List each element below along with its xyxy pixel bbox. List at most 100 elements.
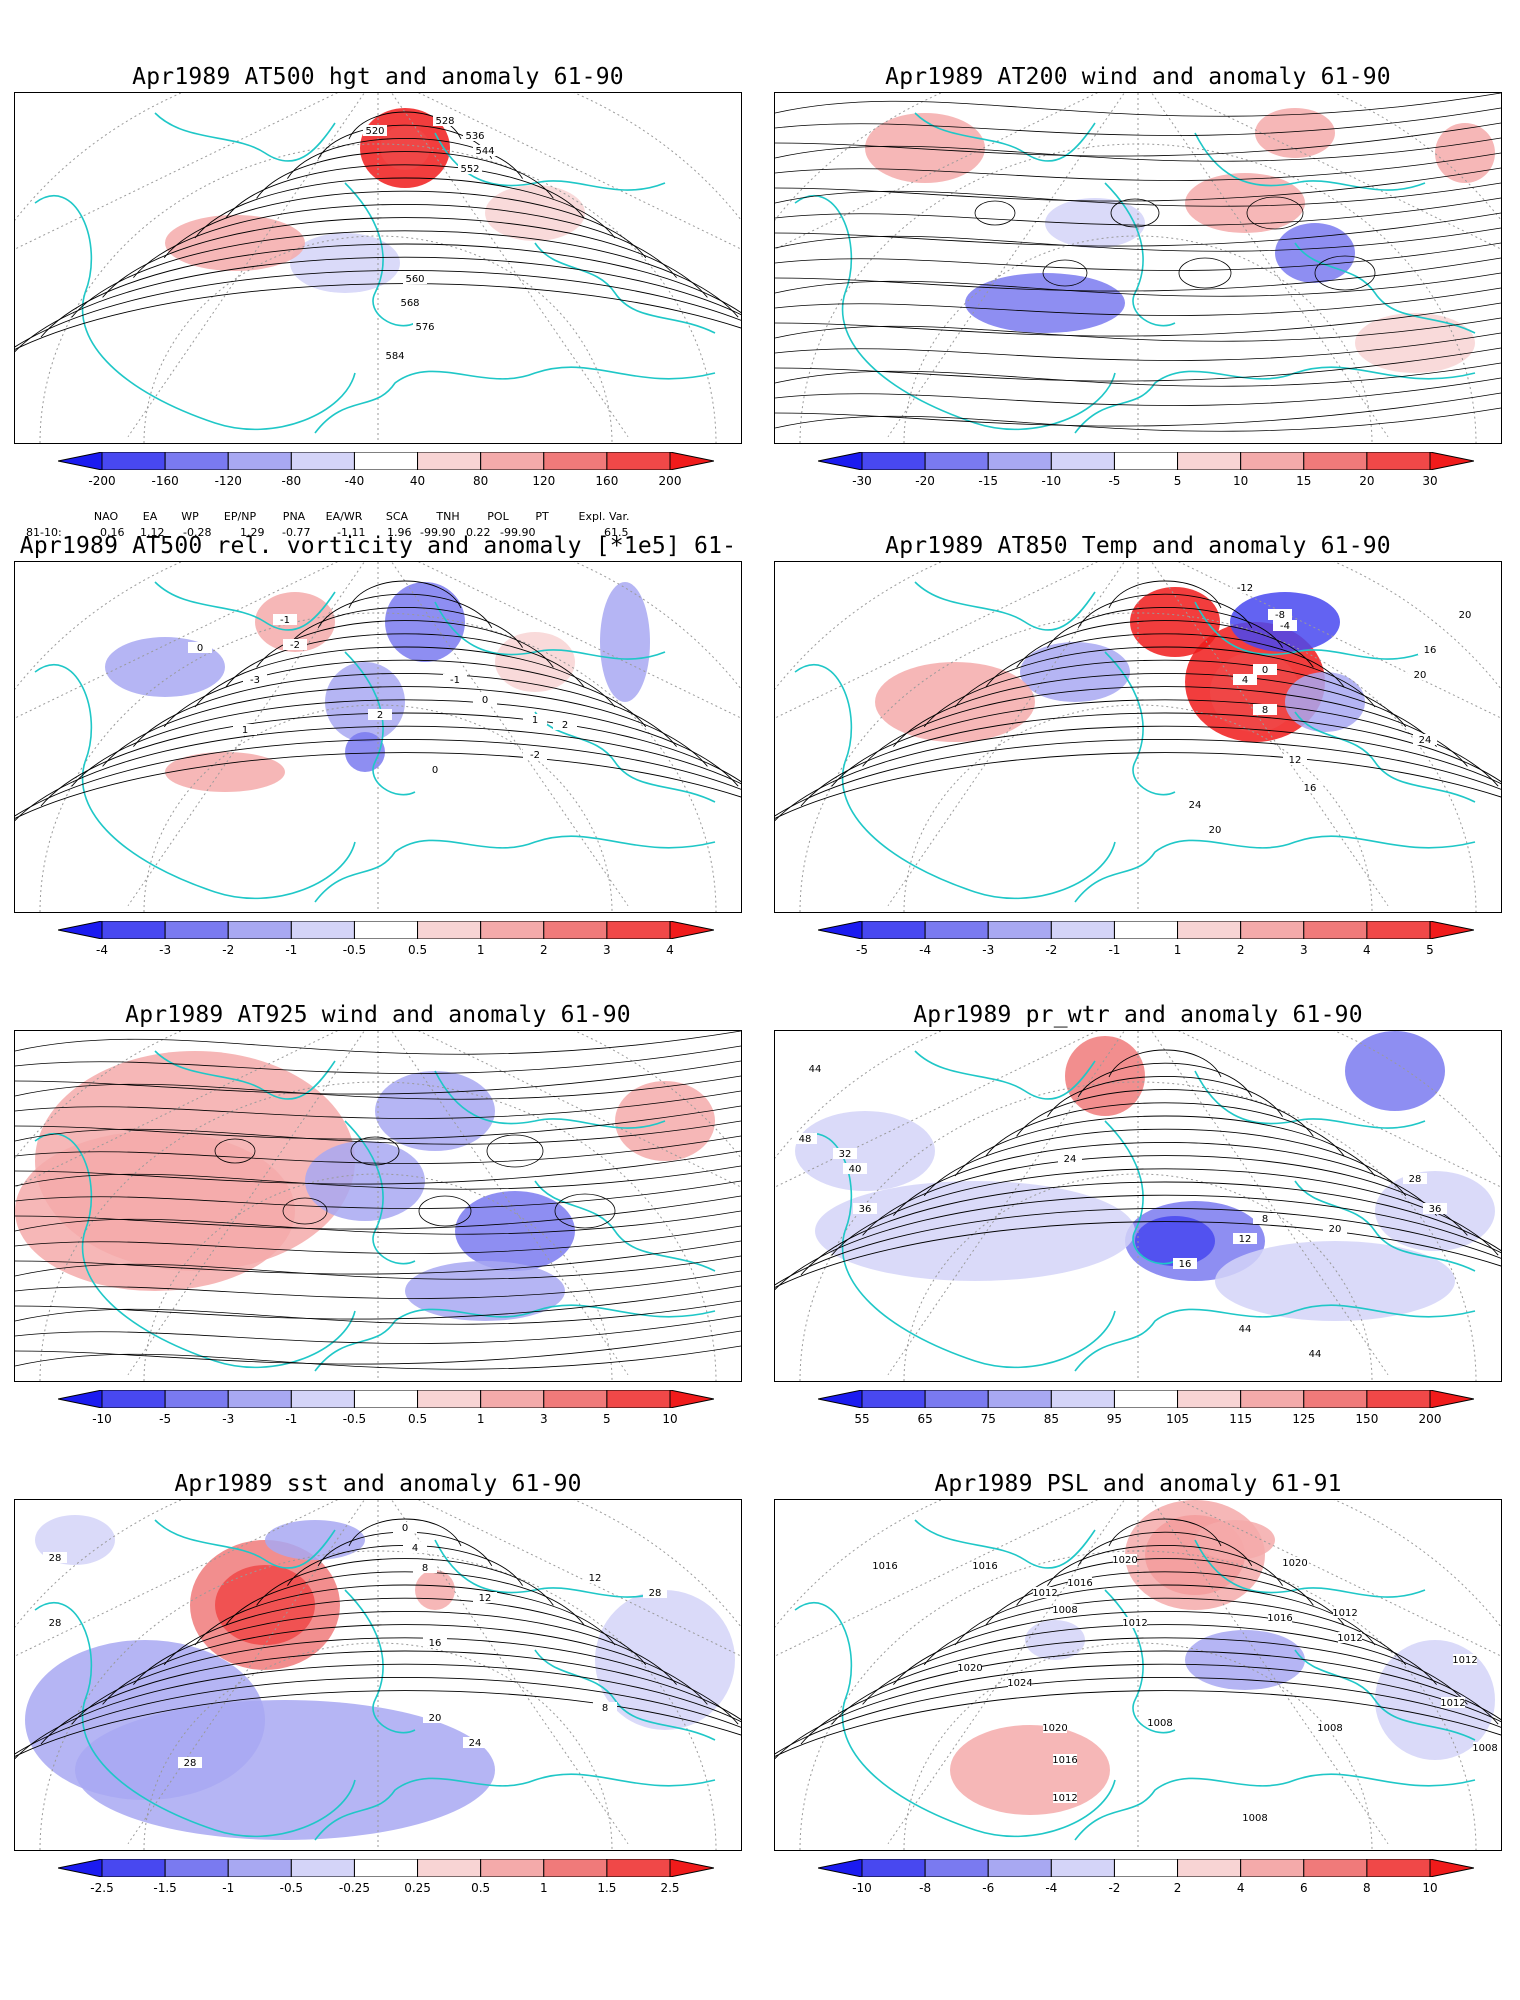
map-panel: Apr1989 sst and anomaly 61-90 28 28 0 4 8 12 16… (14, 1427, 742, 1967)
colorbar-box (101, 1858, 166, 1878)
contour-label: 1012 (1452, 1655, 1477, 1666)
contour-label: 1012 (1440, 1698, 1465, 1709)
map-frame: 28 28 0 4 8 12 16 20 24 28 28 12 8 (14, 1499, 742, 1851)
colorbar-box (987, 451, 1052, 471)
colorbar-tick-label: -4 (1045, 1881, 1058, 1895)
colorbar-tick-label: -0.5 (279, 1881, 304, 1895)
contour-lines (775, 580, 1501, 822)
colorbar-box (227, 451, 292, 471)
index-header: SCA (385, 510, 409, 523)
colorbar-tick-label: -0.25 (338, 1881, 370, 1895)
contour-lines (15, 111, 741, 353)
colorbar-tick-label: 200 (658, 474, 682, 488)
colorbar-box (924, 920, 989, 940)
contour-label: 520 (365, 126, 384, 137)
map-plot: -12 -8-4 0 4 8 12 16 20 24 16 20 24 20 (775, 562, 1501, 912)
contour-label: 1020 (1042, 1723, 1067, 1734)
colorbar-box (1050, 920, 1115, 940)
index-value: -99.90 (500, 526, 536, 539)
colorbar-tick-label: 2.5 (660, 1881, 680, 1895)
map-frame: 44 48 32 40 36 24 16 12 8 20 28 36 44 44 (774, 1030, 1502, 1382)
colorbar-tick-label: -5 (856, 943, 868, 957)
colorbar-labels: -10 -5 -3 -1 -0.5 0.5 1 3 5 10 (58, 1412, 714, 1428)
colorbar-tick-label: -2 (1045, 943, 1058, 957)
colorbar-tick-label: 0.5 (408, 1412, 428, 1426)
contour-label: 1 (242, 725, 248, 736)
colorbar-box (861, 451, 926, 471)
panel-title: Apr1989 sst and anomaly 61-90 (174, 1471, 582, 1497)
contour-label: 1012 (1332, 1608, 1357, 1619)
colorbar-high-arrow (1429, 451, 1475, 471)
contour-label: -12 (1237, 583, 1253, 594)
colorbar-tick-label: -5 (159, 1412, 172, 1426)
colorbar-tick-label: 1 (1173, 943, 1182, 957)
colorbar-tick-label: 8 (1363, 1881, 1371, 1895)
contour-label: 24 (469, 1738, 482, 1749)
coastlines (34, 112, 716, 434)
contour-label: 28 (49, 1618, 62, 1629)
graticule (15, 1500, 741, 1850)
contour-label: 528 (435, 116, 454, 127)
colorbar-tick-label: -3 (159, 943, 172, 957)
colorbar-box (924, 1389, 989, 1409)
colorbar-box (353, 1858, 419, 1878)
coastlines (794, 581, 1476, 903)
colorbar-tick-label: -0.5 (342, 1412, 367, 1426)
contour-labels: -12 -8-4 0 4 8 12 16 20 24 16 20 24 20 (1183, 582, 1477, 836)
colorbar-tick-label: 0.5 (471, 1881, 491, 1895)
colorbar-tick-label: 0.25 (404, 1881, 431, 1895)
colorbar-box (101, 920, 166, 940)
colorbar-box (353, 451, 419, 471)
contour-label: 1012 (1122, 1618, 1147, 1629)
contour-label: 24 (1064, 1154, 1077, 1165)
contour-label: 12 (589, 1573, 602, 1584)
colorbar-high-arrow (1429, 920, 1475, 940)
colorbar-box (1177, 451, 1242, 471)
index-value: 1.12 (140, 526, 165, 539)
map-panel: Apr1989 AT200 wind and anomaly 61-90 -30-… (774, 20, 1502, 560)
colorbar-box (417, 451, 482, 471)
index-value: -0.28 (183, 526, 212, 539)
coastlines (794, 1519, 1476, 1841)
colorbar-box (861, 920, 926, 940)
colorbar-box (924, 1858, 989, 1878)
contour-label: 8 (1262, 1214, 1268, 1225)
colorbar-low-arrow (817, 920, 863, 940)
contour-label: 12 (1239, 1234, 1252, 1245)
colorbar-low-arrow (57, 451, 103, 471)
colorbar-box (1113, 451, 1179, 471)
contour-label: 32 (839, 1149, 852, 1160)
colorbar-tick-label: -200 (88, 474, 116, 488)
colorbar-high-arrow (669, 1389, 715, 1409)
contour-label: 16 (1179, 1259, 1192, 1270)
graticule (15, 1031, 741, 1381)
colorbar-tick-label: 4 (666, 943, 674, 957)
streamlines (15, 1031, 741, 1370)
colorbar-tick-label: -2 (222, 943, 235, 957)
colorbar-tick-label: 10 (1233, 474, 1249, 488)
colorbar-box (1240, 1389, 1305, 1409)
anomaly-shading (950, 1500, 1495, 1815)
contour-lines (775, 1049, 1501, 1291)
colorbar-tick-label: 1 (476, 943, 485, 957)
colorbar-tick-label: 5 (1426, 943, 1434, 957)
colorbar-tick-label: 120 (532, 474, 556, 488)
contour-label: 2 (562, 720, 568, 731)
index-header: EA/WR (325, 510, 363, 523)
colorbar-tick-label: -160 (151, 474, 179, 488)
graticule (15, 562, 741, 912)
colorbar (817, 451, 1475, 471)
contour-label: 20 (429, 1713, 442, 1724)
colorbar-tick-label: -5 (1108, 474, 1121, 488)
colorbar-low-arrow (817, 1389, 863, 1409)
index-header: PT (535, 510, 549, 523)
panel-title: Apr1989 AT500 hgt and anomaly 61-90 (132, 64, 624, 90)
map-panel: Apr1989 AT850 Temp and anomaly 61-90 -12-… (774, 489, 1502, 1029)
index-header: EP/NP (223, 510, 257, 523)
index-header: WP (181, 510, 199, 523)
contour-label: 2 (377, 710, 383, 721)
colorbar-box (1240, 920, 1305, 940)
colorbar-tick-label: -15 (978, 474, 999, 488)
colorbar-tick-label: -40 (344, 474, 365, 488)
